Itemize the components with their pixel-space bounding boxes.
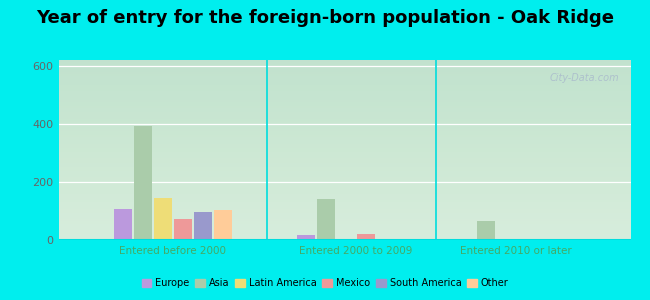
Text: City-Data.com: City-Data.com xyxy=(549,73,619,82)
Bar xyxy=(297,235,315,240)
Bar xyxy=(357,234,375,240)
Bar xyxy=(214,210,232,240)
Legend: Europe, Asia, Latin America, Mexico, South America, Other: Europe, Asia, Latin America, Mexico, Sou… xyxy=(138,274,512,292)
Bar xyxy=(174,219,192,240)
Bar xyxy=(194,212,212,240)
Bar xyxy=(317,200,335,240)
Bar xyxy=(134,126,151,240)
Bar xyxy=(154,199,172,240)
Bar xyxy=(477,221,495,240)
Bar xyxy=(114,209,132,240)
Text: Year of entry for the foreign-born population - Oak Ridge: Year of entry for the foreign-born popul… xyxy=(36,9,614,27)
